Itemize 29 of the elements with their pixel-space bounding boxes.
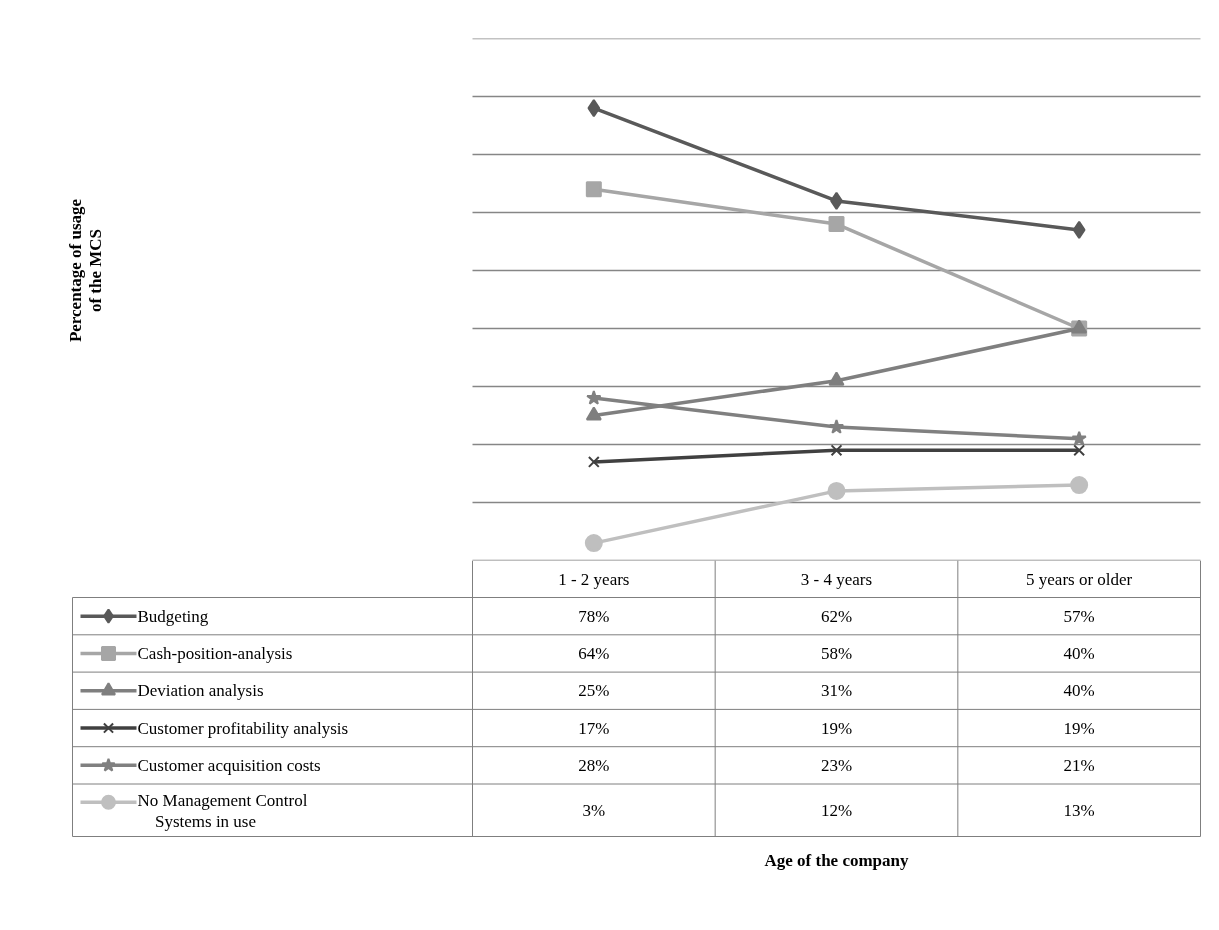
- data-label: 58%: [820, 643, 853, 663]
- x-tick-label: 5 years or older: [1026, 569, 1133, 589]
- data-label: 13%: [1063, 800, 1095, 820]
- legend-label: Cash-position-analysis: [137, 643, 293, 663]
- data-label: 19%: [820, 718, 853, 738]
- data-label: 40%: [1063, 643, 1095, 663]
- data-label: 23%: [820, 755, 853, 775]
- data-label: 62%: [820, 606, 853, 626]
- data-label: 3%: [582, 800, 606, 820]
- data-label: 21%: [1063, 755, 1095, 775]
- legend-label: Customer profitability analysis: [137, 718, 349, 738]
- data-label: 28%: [578, 755, 610, 775]
- data-label: 25%: [578, 681, 610, 701]
- legend-label: Deviation analysis: [137, 681, 264, 701]
- x-tick-label: 3 - 4 years: [800, 569, 873, 589]
- data-label: 17%: [578, 718, 610, 738]
- data-label: 19%: [1063, 718, 1095, 738]
- data-label: 40%: [1063, 681, 1095, 701]
- legend-label: Budgeting: [137, 606, 209, 626]
- text: Age of the company: [764, 851, 910, 870]
- legend-label: Customer acquisition costs: [137, 755, 321, 775]
- data-label: 64%: [578, 643, 610, 663]
- data-label: 31%: [820, 681, 853, 701]
- data-label: 78%: [578, 606, 610, 626]
- x-tick-label: 1 - 2 years: [558, 569, 630, 589]
- legend-label: No Management Control Systems in use: [137, 790, 308, 831]
- data-label: 57%: [1063, 606, 1095, 626]
- data-label: 12%: [820, 800, 853, 820]
- text: Percentage of usage of the MCS: [66, 198, 105, 343]
